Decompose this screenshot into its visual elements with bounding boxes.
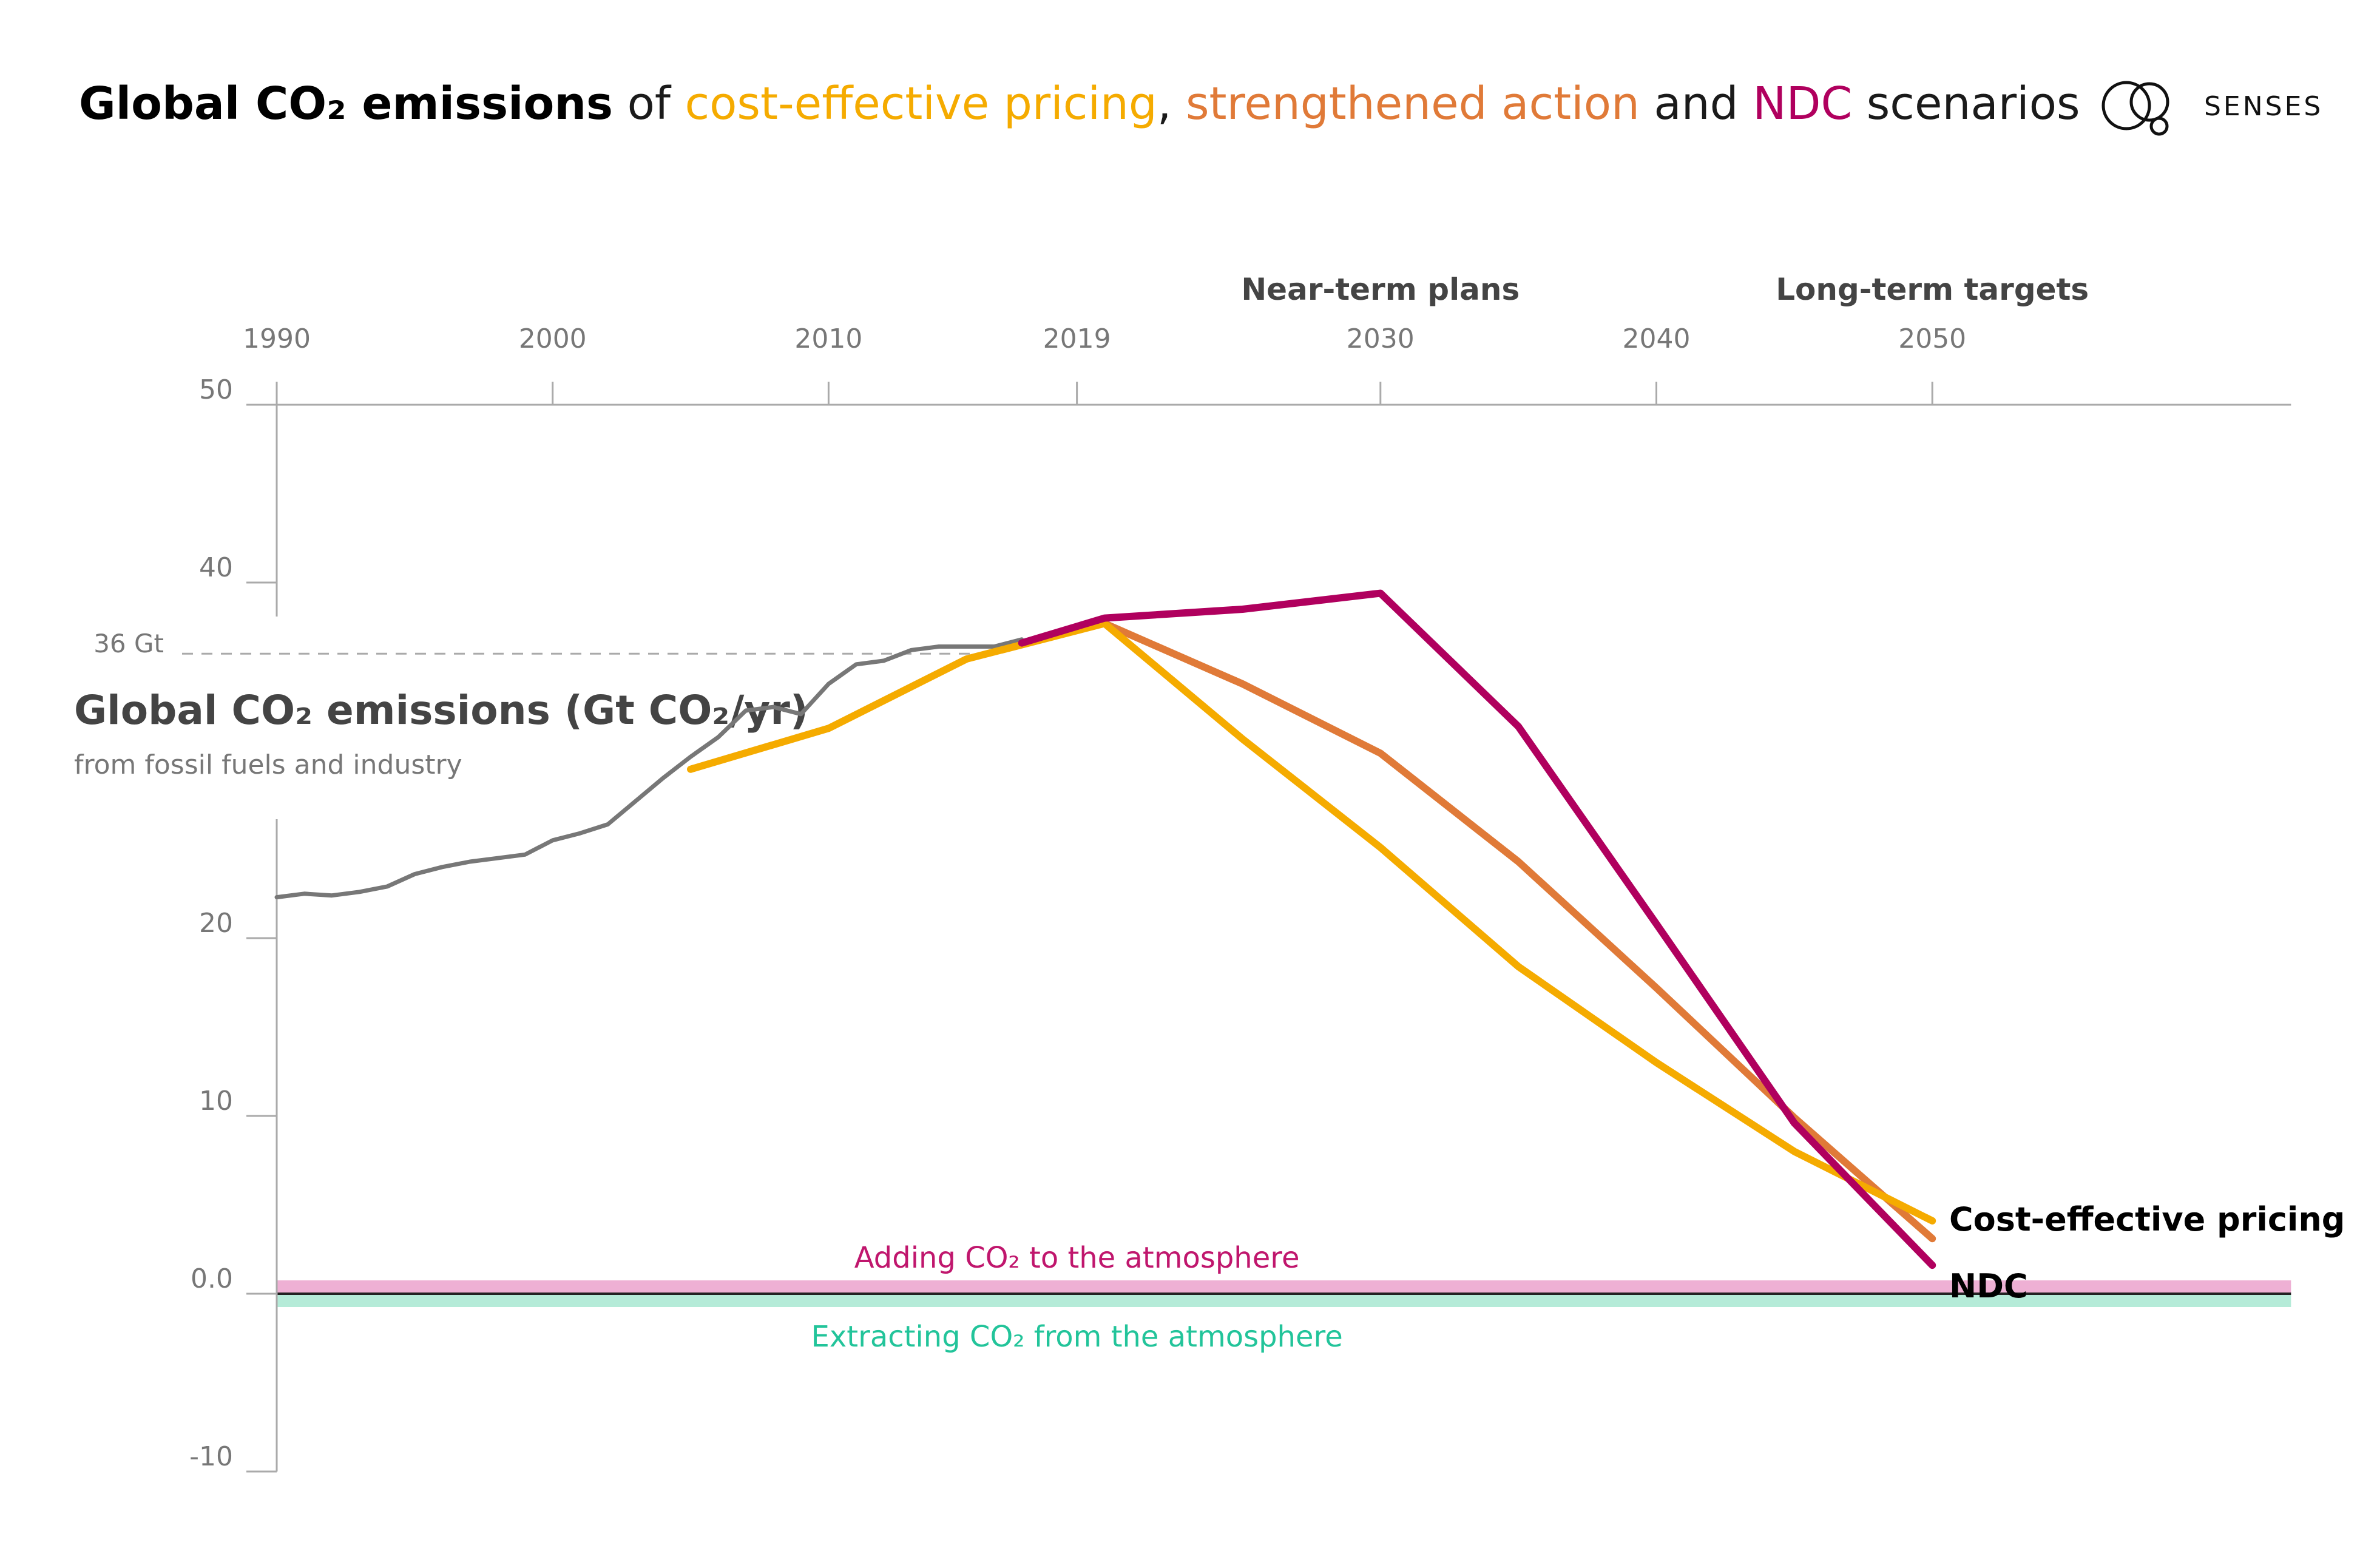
chart-series: [274, 589, 1936, 1269]
title-pricing: cost-effective pricing: [685, 78, 1157, 130]
x-tick-label: 2010: [794, 323, 862, 354]
series-end-label-cost-effective: Cost-effective pricing: [1949, 1200, 2345, 1239]
title-main: Global CO₂ emissions: [79, 78, 614, 130]
period-label-near-term: Near-term plans: [1241, 272, 1520, 307]
adding-band: [277, 1280, 2291, 1294]
y-tick-label: 40: [199, 552, 233, 583]
y-tick-label: 50: [199, 374, 233, 405]
series-line-ndc: [1018, 589, 1936, 1269]
series-line-historical: [274, 637, 1024, 900]
y-axis-subtitle: from fossil fuels and industry: [74, 749, 462, 780]
x-tick-label: 2019: [1043, 323, 1111, 354]
y-tick-label: 0.0: [191, 1263, 233, 1294]
period-label-long-term: Long-term targets: [1776, 272, 2089, 307]
y-axis-title: Global CO₂ emissions (Gt CO₂/yr): [74, 687, 808, 734]
series-line-cost-effective: [687, 620, 1936, 1225]
page-title: Global CO₂ emissions of cost-effective p…: [79, 78, 2080, 130]
y-tick-label: 10: [199, 1086, 233, 1117]
adding-label: Adding CO₂ to the atmosphere: [854, 1241, 1300, 1275]
x-tick-label: 2030: [1347, 323, 1415, 354]
title-comma: ,: [1157, 78, 1172, 130]
y-tick-label: -10: [189, 1441, 233, 1472]
title-ndc: NDC: [1753, 78, 1853, 130]
y-tick-label: 20: [199, 908, 233, 939]
zero-bands: [277, 1280, 2291, 1307]
series-line-strengthened: [1101, 620, 1936, 1243]
brand-name: SENSES: [2204, 91, 2324, 122]
extracting-band: [277, 1294, 2291, 1307]
x-tick-label: 2050: [1898, 323, 1966, 354]
title-scenarios: scenarios: [1866, 78, 2080, 130]
extracting-label: Extracting CO₂ from the atmosphere: [811, 1320, 1343, 1354]
title-strengthened: strengthened action: [1185, 78, 1640, 130]
title-and: and: [1654, 78, 1739, 130]
x-tick-label: 2000: [519, 323, 587, 354]
x-tick-label: 1990: [243, 323, 311, 354]
chart-labels: Adding CO₂ to the atmosphere Extracting C…: [74, 687, 2345, 1354]
x-tick-label: 2040: [1623, 323, 1691, 354]
title-of: of: [627, 78, 671, 130]
senses-logo-icon: [2101, 81, 2169, 136]
series-end-label-ndc: NDC: [1949, 1267, 2028, 1305]
reference-line-label: 36 Gt: [93, 629, 164, 658]
brand-logo: SENSES: [2101, 74, 2331, 141]
